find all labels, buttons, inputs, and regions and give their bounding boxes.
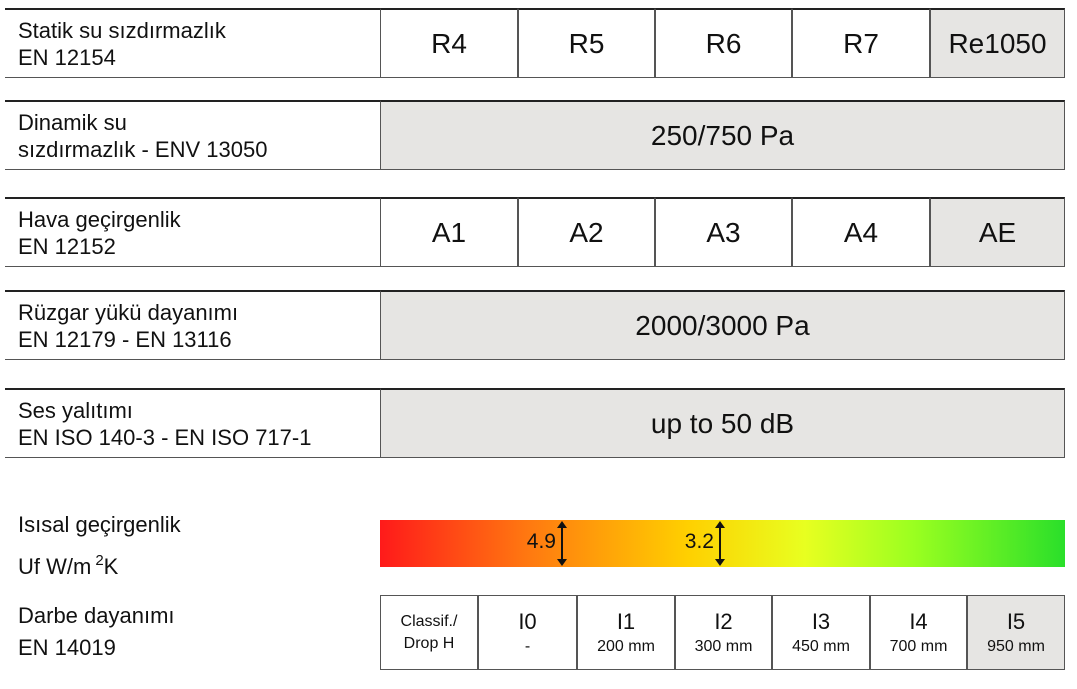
unit-part: 2	[95, 552, 104, 569]
row-label: Rüzgar yükü dayanımı	[18, 300, 239, 325]
impact-class: I3 450 mm	[772, 595, 870, 670]
row-label-frame	[5, 100, 380, 170]
impact-class: I0 -	[478, 595, 577, 670]
class-drop: 450 mm	[792, 637, 850, 655]
marker-value: 4.9	[526, 530, 556, 553]
cell: R4	[380, 8, 518, 78]
class-name: I3	[811, 608, 831, 634]
header-text: Classif./	[400, 612, 458, 630]
impact-class: I4 700 mm	[870, 595, 967, 670]
row-label-frame	[5, 197, 380, 267]
cell: A2	[518, 197, 655, 267]
class-name: I4	[909, 608, 928, 634]
cell-highlight: AE	[930, 197, 1065, 267]
row-label-frame	[5, 8, 380, 78]
row-label: EN 12152	[18, 234, 116, 259]
thermal-label: Isısal geçirgenlik	[18, 512, 181, 537]
row-label: Hava geçirgenlik	[18, 207, 181, 232]
row-label: Statik su sızdırmazlık	[18, 18, 226, 43]
arrow	[715, 521, 725, 566]
impact-header: Classif./ Drop H	[380, 595, 478, 670]
impact-label: EN 14019	[18, 635, 116, 660]
class-drop: 200 mm	[597, 637, 655, 655]
unit-part: Uf W/m	[18, 554, 92, 579]
cell: A3	[655, 197, 792, 267]
row-label: Dinamik su	[18, 110, 127, 135]
class-name: I2	[714, 608, 733, 634]
impact-class: I1 200 mm	[577, 595, 675, 670]
class-name: I1	[616, 608, 636, 634]
row-label: EN 12179 - EN 13116	[18, 327, 232, 352]
class-drop: 300 mm	[694, 637, 753, 655]
header-text: Drop H	[403, 634, 455, 652]
row-label: sızdırmazlık - ENV 13050	[18, 137, 268, 162]
marker-arrow	[714, 520, 726, 567]
cell: R7	[792, 8, 930, 78]
impact-class: I5 950 mm	[967, 595, 1065, 670]
class-drop: 700 mm	[889, 637, 948, 655]
row-label-frame	[5, 388, 380, 458]
arrow	[557, 521, 567, 566]
cell-value: 250/750 Pa	[380, 100, 1065, 170]
row-label-frame	[5, 290, 380, 360]
cell: R6	[655, 8, 792, 78]
marker-value: 3.2	[684, 530, 714, 553]
impact-label: Darbe dayanımı	[18, 603, 175, 628]
class-name: I0	[518, 608, 537, 634]
cell: R5	[518, 8, 655, 78]
impact-class: I2 300 mm	[675, 595, 772, 670]
cell-value: up to 50 dB	[380, 388, 1065, 458]
marker-arrow	[556, 520, 568, 567]
thermal-unit: Uf W/m 2K	[18, 548, 118, 580]
row-label: EN 12154	[18, 45, 116, 70]
row-label: Ses yalıtımı	[18, 398, 133, 423]
row-label: EN ISO 140-3 - EN ISO 717-1	[18, 425, 312, 450]
class-name: I5	[1006, 608, 1026, 634]
cell: A4	[792, 197, 930, 267]
cell-highlight: Re1050	[930, 8, 1065, 78]
cell-value: 2000/3000 Pa	[380, 290, 1065, 360]
unit-part: K	[103, 554, 119, 579]
class-drop: 950 mm	[987, 637, 1045, 655]
cell: A1	[380, 197, 518, 267]
class-drop: -	[524, 637, 531, 655]
